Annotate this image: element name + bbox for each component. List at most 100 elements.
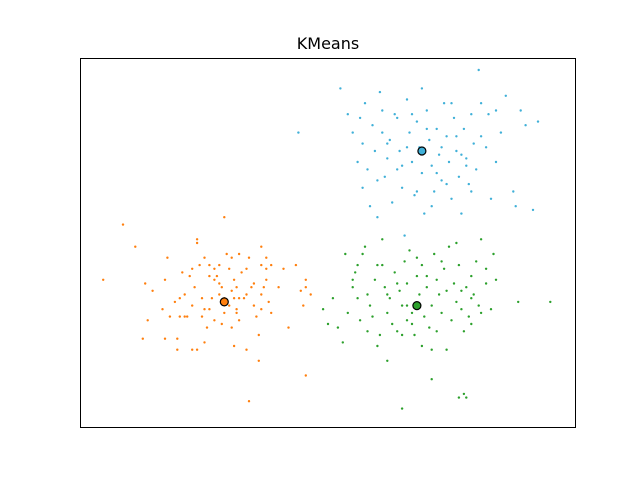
cluster-1-point [430,304,433,307]
cluster-1-point [472,293,475,296]
cluster-1-point [447,245,451,248]
cluster-0-point [223,311,226,315]
cluster-1-point [341,341,344,344]
cluster-0-point [220,286,223,289]
cluster-0-point [220,322,223,326]
cluster-0-point [195,241,199,245]
cluster-2-point [512,190,515,193]
cluster-2-point [358,116,362,120]
cluster-2-point [430,164,433,167]
cluster-2-point [465,164,468,167]
cluster-1-point [517,300,520,304]
cluster-1-point [321,308,325,311]
cluster-0-point [208,274,211,278]
cluster-1-point [381,238,384,241]
cluster-1-point [381,263,384,267]
cluster-2-point [413,194,416,197]
cluster-2-point [368,205,372,208]
cluster-2-point [475,168,478,171]
cluster-0-point [121,223,125,226]
cluster-1-point [445,289,448,292]
cluster-0-point [176,348,179,351]
cluster-0-point [294,263,298,267]
cluster-1-point [405,304,409,307]
cluster-1-point [361,252,364,256]
cluster-0-point [176,337,179,340]
cluster-1-point [366,293,369,296]
cluster-0-point [188,274,191,278]
cluster-2-point [435,127,438,131]
cluster-0-point [267,300,270,304]
cluster-0-point [218,293,221,296]
cluster-2-point [487,113,490,116]
cluster-1-point [425,274,428,278]
cluster-1-point [430,348,433,351]
cluster-2-point [373,149,377,153]
cluster-0-point [213,278,216,281]
cluster-1-point [418,293,421,296]
cluster-2-point [536,120,540,123]
cluster-1-point [366,330,369,333]
cluster-1-point [356,263,359,267]
cluster-2-point [479,102,483,105]
cluster-0-point [230,256,233,259]
cluster-0-point [304,286,307,289]
cluster-2-point [477,68,480,72]
cluster-0-point [203,308,206,311]
cluster-0-point [146,319,149,322]
cluster-2-point [494,109,498,112]
cluster-1-point [354,271,357,274]
cluster-2-point [388,138,391,142]
cluster-0-point [260,245,263,248]
chart-title: KMeans [297,34,359,53]
cluster-2-point [472,142,475,145]
cluster-2-point [396,116,399,120]
cluster-2-point [420,171,424,175]
cluster-0-point [304,278,307,281]
cluster-0-point [193,286,196,289]
cluster-0-point [141,337,144,340]
cluster-0-point [198,263,201,267]
cluster-2-point [452,116,456,120]
cluster-0-point [287,326,290,329]
cluster-1-point [423,315,426,318]
cluster-2-point [442,102,446,105]
cluster-2-point [339,87,342,90]
cluster-1-point [440,260,443,263]
cluster-0-point [144,282,147,285]
cluster-2-point [447,160,451,164]
cluster-0-point [237,297,241,300]
cluster-2-point [381,131,384,134]
cluster-1-point [388,297,391,300]
cluster-0-point [208,263,211,267]
cluster-1-point [356,297,359,300]
cluster-0-point [255,315,258,318]
cluster-0-point [230,326,233,329]
cluster-0-point [270,263,273,267]
cluster-1-point [326,322,330,326]
cluster-1-point [371,315,374,318]
cluster-1-centroid [412,301,422,311]
cluster-0-point [252,282,256,285]
cluster-0-point [183,293,186,296]
cluster-1-point [435,330,438,333]
cluster-2-point [519,109,522,112]
cluster-0-point [257,359,260,362]
cluster-1-point [363,245,367,248]
cluster-0-point [166,256,169,259]
cluster-1-point [400,333,404,337]
cluster-0-point [215,274,219,278]
cluster-2-point [386,142,389,145]
cluster-2-point [346,113,349,116]
cluster-0-point [200,315,204,318]
cluster-0-point [232,278,236,281]
cluster-1-point [549,300,552,304]
cluster-2-point [405,146,409,149]
cluster-2-point [398,149,401,153]
cluster-1-point [452,282,456,285]
cluster-0-point [257,333,260,337]
cluster-0-point [245,293,248,296]
cluster-0-point [195,348,199,351]
cluster-0-point [225,252,228,256]
